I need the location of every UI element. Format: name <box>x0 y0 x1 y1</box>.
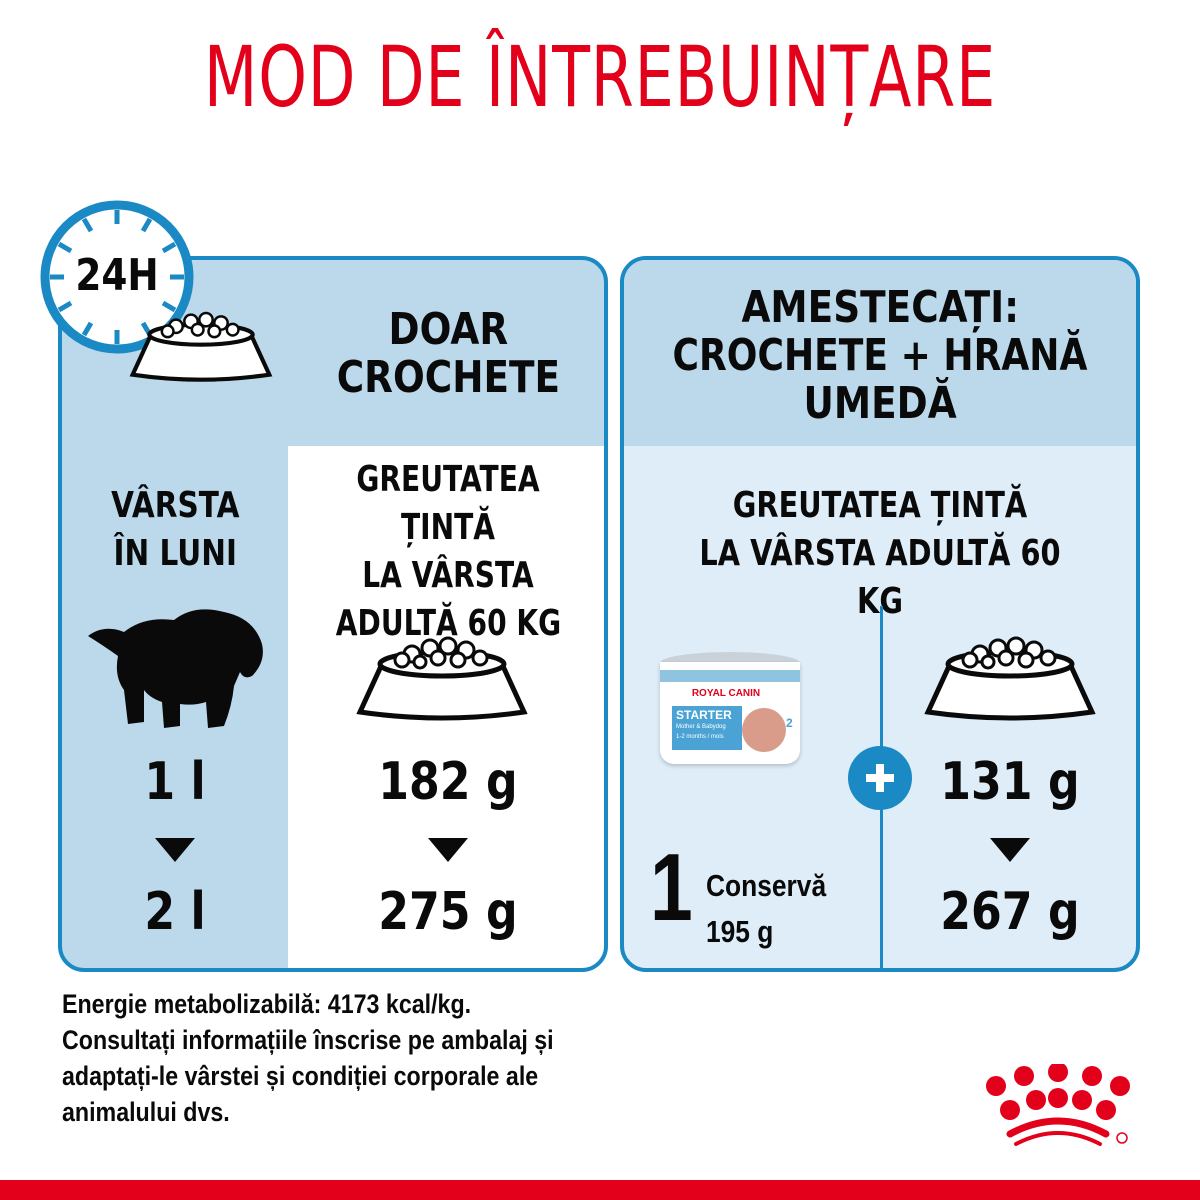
can-weight: 195 g <box>706 914 774 949</box>
brand-footer-bar <box>0 1180 1200 1200</box>
can-label: Conservă <box>706 868 827 903</box>
footer-note: Energie metabolizabilă: 4173 kcal/kg. Co… <box>62 989 554 1127</box>
arrow-down-icon <box>990 838 1030 862</box>
can-brand: ROYAL CANIN <box>691 688 761 699</box>
dry-only-heading: DOAR CROCHETE <box>336 304 560 403</box>
can-count: 1 <box>650 834 693 941</box>
puppy-icon <box>88 609 263 728</box>
mixed-feeding-panel: AMESTECAȚI: CROCHETE + HRANĂ UMEDĂ GREUT… <box>620 256 1140 972</box>
page-title: MOD DE ÎNTREBUINȚARE <box>203 28 997 126</box>
mixed-feeding-header-bg <box>624 260 1136 446</box>
arrow-down-icon <box>155 838 195 862</box>
plus-icon <box>848 746 912 810</box>
royal-canin-crown-logo <box>986 1064 1130 1146</box>
mixed-kibble-from-value: 131 g <box>939 752 1080 812</box>
age-to-value: 2 l <box>144 882 206 942</box>
kibble-bowl-icon <box>356 636 528 721</box>
mixed-kibble-to-value: 267 g <box>939 882 1080 942</box>
clock-icon <box>40 200 194 354</box>
kibble-bowl-icon <box>129 311 273 382</box>
kibble-from-value: 182 g <box>378 752 518 812</box>
clock-badge: 24H <box>38 198 196 356</box>
dry-only-panel: DOAR CROCHETE VÂRSTA ÎN LUNI GREUTATEA Ț… <box>58 256 608 972</box>
kibble-to-value: 275 g <box>378 882 518 942</box>
target-weight-header: GREUTATEA ȚINTĂ LA VÂRSTA ADULTĂ 60 KG <box>335 459 561 644</box>
target-weight-header: GREUTATEA ȚINTĂ LA VÂRSTA ADULTĂ 60 KG <box>699 485 1061 622</box>
wet-food-can-image: ROYAL CANIN STARTER Mother & Babydog 1-2… <box>656 652 806 772</box>
mixed-feeding-heading: AMESTECAȚI: CROCHETE + HRANĂ UMEDĂ <box>672 282 1088 429</box>
age-header: VÂRSTA ÎN LUNI <box>110 485 240 574</box>
can-product: STARTER <box>676 708 732 722</box>
clock-label: 24H <box>75 250 159 301</box>
arrow-down-icon <box>428 838 468 862</box>
age-from-value: 1 l <box>144 752 206 812</box>
kibble-bowl-icon <box>924 636 1096 721</box>
